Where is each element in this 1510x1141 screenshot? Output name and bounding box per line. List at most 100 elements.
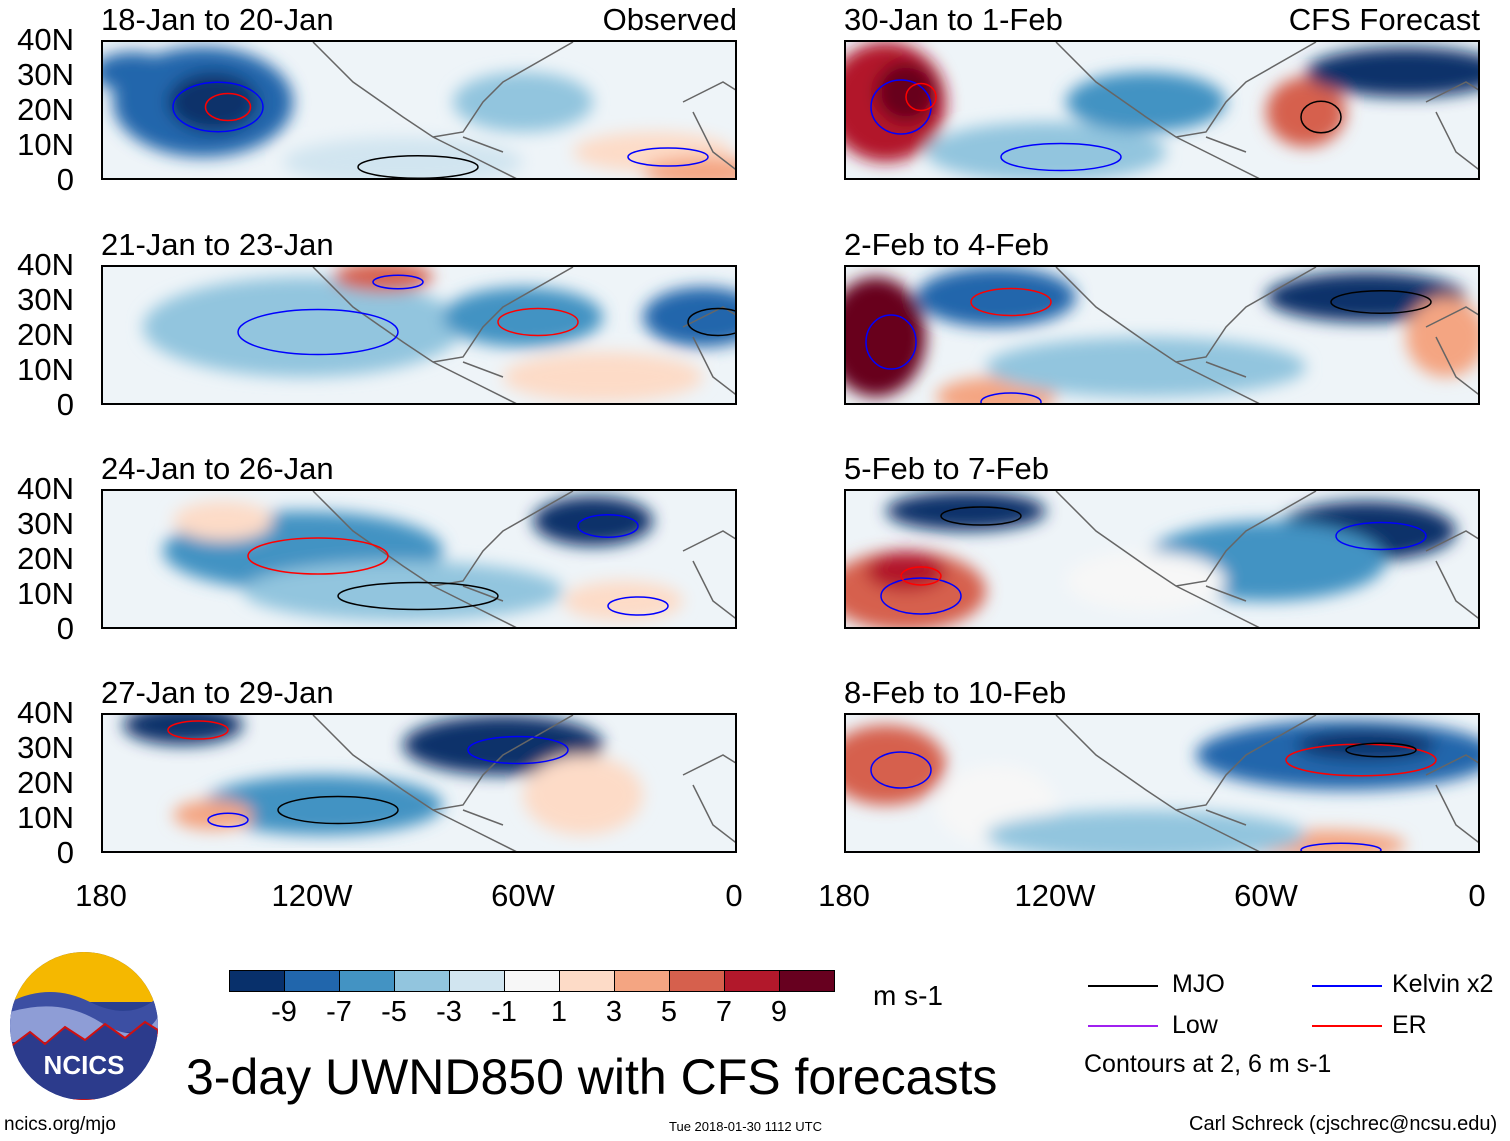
wave-contour [1300,100,1342,134]
lat-tick-label: 0 [56,387,74,422]
anomaly-region [168,72,258,132]
colorbar-tick-label: -7 [326,996,352,1028]
colorbar-tick-label: 3 [605,996,623,1028]
colorbar-tick-label: -9 [271,996,297,1028]
wave-contour [497,307,579,337]
figure-title: 3-day UWND850 with CFS forecasts [186,1049,998,1105]
colorbar-swatch [614,970,670,992]
panel-period-title: 21-Jan to 23-Jan [101,227,334,262]
wave-contour [980,392,1042,403]
anomaly-region [886,491,1046,531]
coastline [1055,491,1478,627]
map-panel [844,265,1480,405]
anomaly-region [1066,551,1226,611]
map-panel [101,265,737,405]
wave-contour [870,751,932,789]
wave-contour [207,812,249,828]
wave-contour [172,81,264,133]
lat-tick-label: 0 [56,835,74,870]
wave-contour [467,735,569,765]
anomaly-region [986,337,1306,397]
lat-tick-label: 10N [17,800,74,835]
wave-contour [357,155,479,178]
wave-contour [900,566,942,586]
panel-period-title: 27-Jan to 29-Jan [101,675,334,710]
coastline [1055,715,1478,851]
lon-tick-label: 120W [1014,878,1096,913]
lon-tick-label: 180 [75,878,127,913]
lat-tick-label: 10N [17,576,74,611]
panel-period-title: 8-Feb to 10-Feb [844,675,1067,710]
anomaly-region [986,810,1306,851]
anomaly-region [533,496,653,546]
colorbar-swatch [669,970,725,992]
panel-source-label: Observed [602,2,737,37]
lat-tick-label: 20N [17,541,74,576]
wave-contour [1345,742,1417,758]
wave-contour [940,506,1022,526]
map-panel [101,713,737,853]
wave-contour [277,795,399,825]
legend-label-kelvin: Kelvin x2 [1392,970,1494,998]
anomaly-field [846,267,1478,403]
lat-tick-label: 10N [17,352,74,387]
footer-timestamp: Tue 2018-01-30 1112 UTC [669,1119,822,1134]
lat-tick-label: 40N [17,695,74,730]
colorbar-tick-label: 1 [550,996,568,1028]
colorbar-swatch [504,970,560,992]
colorbar-swatch [394,970,450,992]
wave-contour [204,92,252,122]
wave-contour [237,308,399,356]
lon-tick-label: 0 [725,878,743,913]
colorbar-tick-label: 9 [770,996,788,1028]
anomaly-region [643,157,735,178]
anomaly-field [163,491,735,627]
map-panel [844,713,1480,853]
anomaly-region [866,551,946,591]
panel-period-title: 30-Jan to 1-Feb [844,2,1063,37]
anomaly-field [103,42,735,178]
anomaly-region [503,352,703,402]
wave-contour [577,514,639,538]
coastline [312,715,735,851]
coastline [312,42,735,178]
colorbar-swatch [339,970,395,992]
wave-contour [880,577,962,615]
colorbar-tick-label: -1 [491,996,517,1028]
legend-swatch-er [1312,1025,1382,1027]
anomaly-field [846,42,1478,178]
wave-contour [865,314,917,370]
lat-tick-label: 40N [17,247,74,282]
anomaly-region [1266,77,1346,147]
lat-tick-label: 20N [17,317,74,352]
panel-period-title: 5-Feb to 7-Feb [844,451,1050,486]
lat-tick-label: 20N [17,765,74,800]
map-panel [101,40,737,180]
anomaly-region [123,715,243,745]
anomaly-region [283,137,523,178]
anomaly-region [143,277,463,377]
legend-label-low: Low [1172,1011,1218,1039]
wave-contour [167,720,229,740]
footer-url[interactable]: ncics.org/mjo [4,1114,116,1135]
panel-period-title: 2-Feb to 4-Feb [844,227,1050,262]
anomaly-region [173,501,273,541]
colorbar-tick-label: -5 [381,996,407,1028]
lat-tick-label: 30N [17,57,74,92]
wave-contour [372,274,424,290]
colorbar-swatch [559,970,615,992]
lat-tick-label: 0 [56,611,74,646]
lon-tick-label: 60W [491,878,555,913]
wave-contour [970,287,1052,317]
colorbar-tick-label: 5 [660,996,678,1028]
anomaly-region [1066,72,1226,132]
anomaly-region [243,561,563,621]
wave-contour [1335,521,1427,551]
anomaly-field [846,491,1478,627]
wave-contour [1300,842,1382,851]
logo-text: NCICS [44,1050,125,1080]
anomaly-field [123,715,735,851]
anomaly-region [846,725,946,805]
colorbar-tick-label: 7 [715,996,733,1028]
map-panel [844,40,1480,180]
